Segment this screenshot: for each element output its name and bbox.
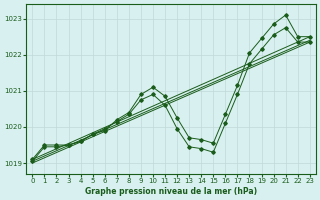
X-axis label: Graphe pression niveau de la mer (hPa): Graphe pression niveau de la mer (hPa) <box>85 187 257 196</box>
